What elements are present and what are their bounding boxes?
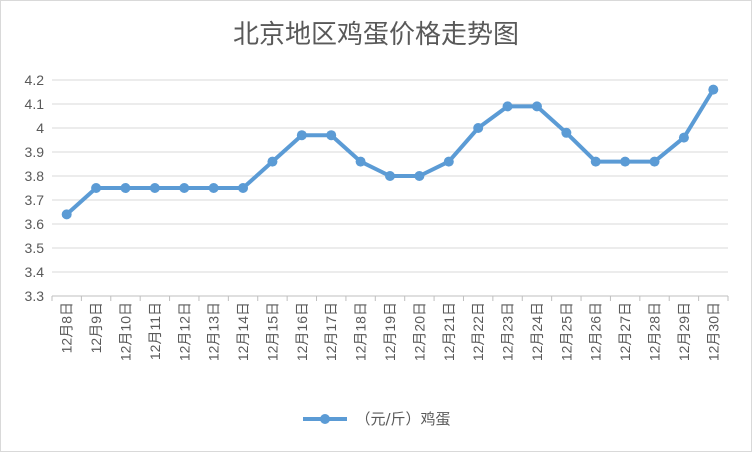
data-point — [238, 183, 249, 193]
x-tick-label: 12月21日 — [441, 302, 457, 361]
data-point — [61, 209, 72, 220]
x-tick-label: 12月11日 — [147, 302, 163, 360]
x-tick-label: 12月20日 — [411, 302, 427, 361]
chart-title: 北京地区鸡蛋价格走势图 — [232, 20, 519, 50]
x-tick-label: 12月14日 — [235, 302, 251, 361]
x-tick-label: 12月25日 — [558, 302, 574, 361]
x-tick-label: 12月19日 — [382, 302, 398, 361]
data-point — [590, 156, 601, 167]
data-point — [179, 183, 190, 193]
x-tick-label: 12月10日 — [117, 302, 133, 361]
y-tick-label: 4.1 — [25, 96, 45, 112]
x-tick-label: 12月8日 — [59, 302, 75, 353]
y-tick-label: 3.5 — [25, 240, 45, 256]
data-point — [296, 130, 307, 141]
x-tick-label: 12月27日 — [617, 302, 633, 361]
data-point — [385, 171, 395, 181]
y-tick-label: 3.6 — [25, 216, 45, 232]
data-point — [473, 123, 484, 133]
data-point — [120, 183, 131, 193]
y-tick-label: 3.7 — [25, 192, 45, 208]
x-tick-label: 12月26日 — [588, 302, 604, 361]
x-tick-label: 12月30日 — [705, 302, 721, 361]
y-tick-label: 3.8 — [25, 168, 45, 184]
data-point — [678, 132, 689, 143]
x-tick-label: 12月12日 — [176, 302, 192, 361]
data-point — [91, 183, 102, 193]
data-point — [620, 156, 631, 167]
data-point — [355, 156, 366, 167]
data-point — [149, 183, 160, 193]
data-point — [208, 183, 219, 193]
data-point — [708, 84, 719, 95]
data-point — [649, 156, 660, 167]
x-tick-label: 12月29日 — [676, 302, 692, 361]
x-tick-label: 12月9日 — [88, 302, 104, 353]
data-point — [267, 156, 278, 167]
data-point — [414, 171, 425, 181]
x-tick-label: 12月18日 — [353, 302, 369, 361]
y-tick-label: 3.9 — [25, 144, 45, 160]
data-point — [443, 156, 454, 167]
x-tick-label: 12月17日 — [323, 302, 339, 361]
y-tick-label: 3.3 — [25, 288, 45, 304]
data-point — [561, 127, 572, 138]
x-tick-label: 12月24日 — [529, 302, 545, 361]
legend-swatch — [303, 413, 348, 424]
x-tick-label: 12月23日 — [500, 302, 516, 361]
y-tick-label: 3.4 — [25, 264, 45, 280]
data-point — [326, 130, 337, 141]
y-tick-label: 4.2 — [25, 72, 45, 88]
y-tick-label: 4 — [36, 120, 44, 136]
legend: （元/斤）鸡蛋 — [0, 408, 752, 429]
x-tick-label: 12月15日 — [264, 302, 280, 361]
data-point — [502, 101, 513, 112]
data-point — [531, 101, 542, 112]
x-tick-label: 12月28日 — [647, 302, 663, 361]
legend-label: （元/斤）鸡蛋 — [355, 410, 451, 428]
x-tick-label: 12月13日 — [206, 302, 222, 361]
x-tick-label: 12月16日 — [294, 302, 310, 361]
x-tick-label: 12月22日 — [470, 302, 486, 361]
